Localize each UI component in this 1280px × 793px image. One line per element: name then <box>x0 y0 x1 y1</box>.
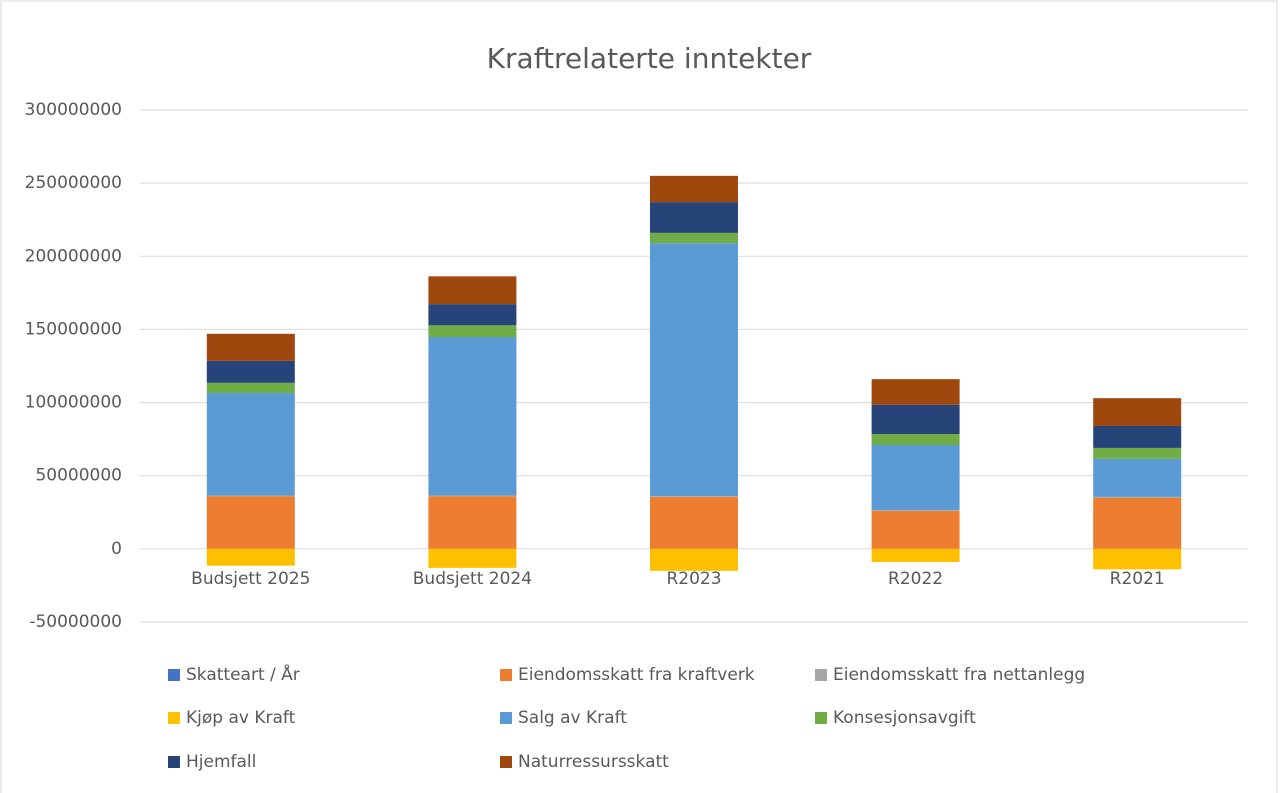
bar-segment <box>1093 497 1182 549</box>
bar-segment <box>428 496 517 549</box>
legend-label: Kjøp av Kraft <box>186 708 296 728</box>
bar-segment <box>428 548 517 568</box>
bar-segment <box>871 510 960 511</box>
x-tick-label: R2023 <box>666 569 721 589</box>
bar-segment <box>650 548 738 571</box>
legend-swatch <box>168 756 180 768</box>
bar-segment <box>206 360 295 383</box>
bar-segment <box>206 495 295 497</box>
bar-segment <box>871 434 960 445</box>
y-tick-label: 100000000 <box>25 393 122 413</box>
x-tick-label: Budsjett 2024 <box>413 569 532 589</box>
y-tick-label: 300000000 <box>25 100 122 120</box>
legend-swatch <box>500 712 512 724</box>
bar-segment <box>206 333 295 361</box>
y-tick-label: 250000000 <box>25 173 122 193</box>
bar-segment <box>650 243 738 497</box>
y-tick-label: 0 <box>111 539 122 559</box>
x-tick-label: Budsjett 2025 <box>191 569 310 589</box>
chart-title: Kraftrelaterte inntekter <box>487 42 812 75</box>
bar-segment <box>871 444 960 511</box>
legend-label: Salg av Kraft <box>518 708 627 728</box>
legend-swatch <box>168 669 180 681</box>
legend-label: Skatteart / År <box>186 663 300 685</box>
bar-segment <box>428 304 517 326</box>
legend-swatch <box>815 712 827 724</box>
bar-segment <box>650 175 738 203</box>
bar-segment <box>650 232 738 244</box>
bar-segment <box>650 496 738 497</box>
legend-label: Eiendomsskatt fra kraftverk <box>518 665 755 685</box>
legend-label: Konsesjonsavgift <box>833 708 976 728</box>
bar-segment <box>428 325 517 338</box>
bar-segment <box>206 548 295 566</box>
bar-segment <box>1093 496 1182 498</box>
bar-segment <box>1093 548 1182 570</box>
bar-segment <box>206 382 295 394</box>
y-tick-label: -50000000 <box>29 612 122 632</box>
y-tick-label: 150000000 <box>25 319 122 339</box>
bar-segment <box>428 337 517 496</box>
bar-segment <box>650 202 738 233</box>
bar-segment <box>1093 458 1182 497</box>
bar-segment <box>1093 425 1182 448</box>
bar-segment <box>428 495 517 497</box>
legend-label: Eiendomsskatt fra nettanlegg <box>833 665 1085 685</box>
x-tick-label: R2021 <box>1110 569 1165 589</box>
bar-segment <box>871 510 960 549</box>
y-tick-label: 50000000 <box>35 466 122 486</box>
x-tick-label: R2022 <box>888 569 943 589</box>
legend-label: Naturressursskatt <box>518 752 669 772</box>
legend-swatch <box>168 712 180 724</box>
bar-segment <box>1093 398 1182 426</box>
bar-segment <box>428 276 517 305</box>
bar-segment <box>871 379 960 405</box>
bar-segment <box>1093 447 1182 459</box>
legend-swatch <box>500 669 512 681</box>
bar-segment <box>871 404 960 435</box>
legend-label: Hjemfall <box>186 752 256 772</box>
bar-segment <box>650 496 738 549</box>
bar-segment <box>871 548 960 563</box>
bar-segment <box>206 496 295 549</box>
y-tick-label: 200000000 <box>25 246 122 266</box>
legend-swatch <box>815 669 827 681</box>
bar-segment <box>206 393 295 496</box>
legend-swatch <box>500 756 512 768</box>
